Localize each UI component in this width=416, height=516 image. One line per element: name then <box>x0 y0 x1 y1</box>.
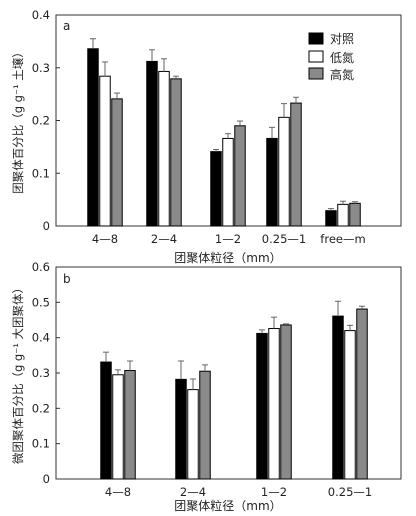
bar-high-n-a-2 <box>234 125 246 227</box>
bar-high-n-b-1 <box>199 370 211 480</box>
y-tick-label: 0.5 <box>32 295 50 309</box>
bar-low-n-a-0 <box>99 75 111 227</box>
bar-control-a-1 <box>146 60 158 227</box>
bar-control-b-3 <box>332 315 344 480</box>
bar-control-b-1 <box>175 378 187 480</box>
x-tick-label: 0.25—1 <box>328 485 372 499</box>
y-axis-b: 0 0.1 0.2 0.3 0.4 0.5 0.6 <box>32 260 60 486</box>
bar-low-n-b-1 <box>187 389 199 480</box>
bar-high-n-b-3 <box>356 308 368 480</box>
x-axis-b: 4—8 2—4 1—2 0.25—1 <box>105 475 372 499</box>
bar-high-n-a-3 <box>290 102 302 227</box>
legend-label-control: 对照 <box>330 32 354 46</box>
y-tick-label: 0.1 <box>32 166 50 180</box>
y-tick-label: 0.3 <box>32 366 50 380</box>
legend-swatch-low-n <box>308 50 324 63</box>
legend-label-low-n: 低氮 <box>330 50 354 65</box>
bar-high-n-a-0 <box>111 98 123 227</box>
bar-control-b-2 <box>256 332 268 480</box>
y-tick-label: 0 <box>43 219 50 233</box>
y-tick-label: 0.4 <box>32 8 50 22</box>
bar-control-a-0 <box>87 48 99 227</box>
x-tick-label: 2—4 <box>180 485 206 499</box>
legend-swatch-high-n <box>308 67 324 80</box>
x-tick-label: free—m <box>320 232 365 246</box>
bar-low-n-b-0 <box>112 374 124 480</box>
panel-a: a 0 0.1 0.2 0.3 0.4 4—8 2—4 1—2 0.25—1 free—m 对照… <box>11 8 402 265</box>
bar-low-n-a-2 <box>222 137 234 227</box>
bar-control-a-2 <box>210 151 222 227</box>
y-tick-label: 0.1 <box>32 437 50 451</box>
legend-swatch-control <box>308 32 324 45</box>
y-tick-label: 0.4 <box>32 331 50 345</box>
panel-label-a: a <box>63 19 70 33</box>
bars-a <box>87 38 361 227</box>
y-axis-title-b: 微团聚体百分比（g g⁻¹ 大团聚体） <box>11 282 25 464</box>
y-axis-title-a: 团聚体百分比（g g⁻¹ 土壤） <box>11 46 25 194</box>
panel-label-b: b <box>63 272 71 286</box>
x-tick-label: 4—8 <box>92 232 118 246</box>
bar-high-n-a-1 <box>170 78 182 227</box>
x-axis-title-a: 团聚体粒径（mm） <box>174 250 281 265</box>
bar-low-n-a-3 <box>278 116 290 227</box>
y-tick-label: 0.2 <box>32 401 50 415</box>
y-axis-a: 0 0.1 0.2 0.3 0.4 <box>32 8 60 233</box>
bar-control-a-3 <box>266 137 278 227</box>
x-axis-title-b: 团聚体粒径（mm） <box>174 498 281 513</box>
x-tick-label: 2—4 <box>151 232 177 246</box>
y-tick-label: 0.3 <box>32 61 50 75</box>
bar-low-n-a-1 <box>158 70 170 227</box>
x-tick-label: 0.25—1 <box>262 232 306 246</box>
bar-control-b-0 <box>100 361 112 480</box>
bar-low-n-b-2 <box>268 327 280 480</box>
bars-b <box>100 300 368 480</box>
bar-low-n-a-4 <box>337 203 349 227</box>
panel-b: b 0 0.1 0.2 0.3 0.4 0.5 0.6 4—8 2—4 1—2 0.25—1 团聚… <box>11 260 402 513</box>
bar-high-n-b-2 <box>280 324 292 480</box>
legend-label-high-n: 高氮 <box>330 67 354 82</box>
x-tick-label: 1—2 <box>261 485 287 499</box>
x-tick-label: 4—8 <box>105 485 131 499</box>
bar-high-n-b-0 <box>124 370 136 480</box>
x-axis-a: 4—8 2—4 1—2 0.25—1 free—m <box>92 222 366 246</box>
y-tick-label: 0.6 <box>32 260 50 274</box>
y-tick-label: 0 <box>43 472 50 486</box>
bar-high-n-a-4 <box>349 202 361 227</box>
legend-a: 对照 低氮 高氮 <box>308 32 354 82</box>
y-tick-label: 0.2 <box>32 114 50 128</box>
bar-control-a-4 <box>325 210 337 227</box>
x-tick-label: 1—2 <box>215 232 241 246</box>
bar-low-n-b-3 <box>344 330 356 480</box>
